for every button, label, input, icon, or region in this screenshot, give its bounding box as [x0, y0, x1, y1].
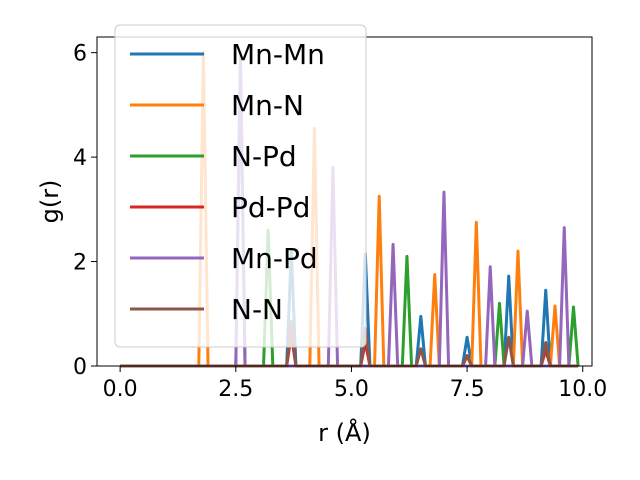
x-tick-label: 10.0	[558, 377, 607, 402]
y-axis: 0 2 4 6	[73, 42, 97, 380]
x-axis: 0.0 2.5 5.0 7.5 10.0	[103, 366, 607, 402]
legend: Mn-Mn Mn-N N-Pd Pd-Pd Mn-Pd N-N	[114, 24, 367, 348]
legend-label: Mn-Pd	[231, 242, 318, 275]
legend-label: Mn-Mn	[231, 38, 325, 71]
x-tick-label: 7.5	[450, 377, 485, 402]
legend-label: N-N	[231, 293, 283, 326]
x-tick-label: 2.5	[218, 377, 253, 402]
y-axis-title: g(r)	[36, 180, 64, 224]
legend-label: N-Pd	[231, 140, 297, 173]
y-tick-label: 4	[73, 146, 87, 171]
x-axis-title: r (Å)	[318, 418, 371, 447]
x-tick-label: 0.0	[103, 377, 138, 402]
y-tick-label: 2	[73, 251, 87, 276]
legend-label: Mn-N	[231, 89, 304, 122]
y-tick-label: 0	[73, 355, 87, 380]
legend-label: Pd-Pd	[231, 191, 310, 224]
x-tick-label: 5.0	[334, 377, 369, 402]
y-tick-label: 6	[73, 42, 87, 67]
